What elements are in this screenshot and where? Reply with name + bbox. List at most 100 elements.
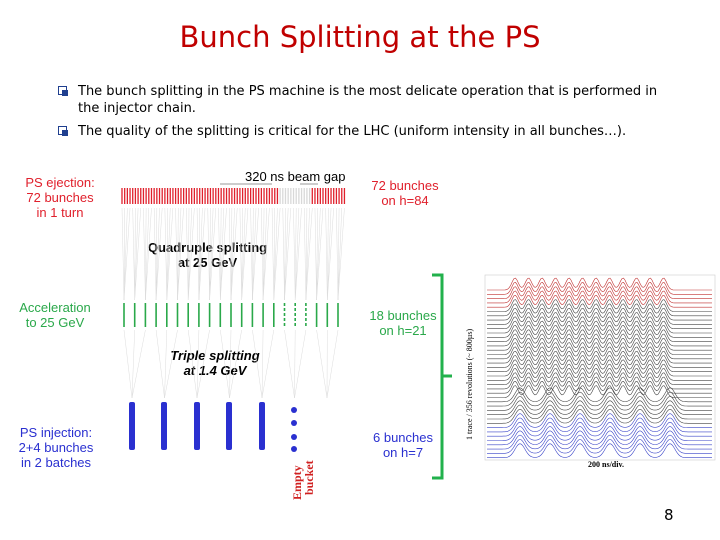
blue-bunch: [161, 402, 167, 450]
guide-line: [327, 207, 329, 301]
injection-bunches: [129, 402, 297, 452]
guide-line: [134, 207, 139, 301]
guide-line: [294, 207, 302, 301]
blue-bunch: [194, 402, 200, 450]
blue-bunch: [259, 402, 265, 450]
label-line: 6 bunches: [373, 430, 433, 445]
bullet-item-1: The bunch splitting in the PS machine is…: [58, 83, 658, 117]
label-line: 18 bunches: [369, 308, 437, 323]
label-line: 2+4 bunches: [18, 440, 94, 455]
mountain-trace: [487, 333, 712, 347]
guide-line: [294, 207, 300, 301]
mountain-trace: [487, 400, 712, 415]
mountain-trace: [487, 368, 712, 381]
guide-line: [305, 207, 313, 301]
label-line: Quadruple splitting: [147, 240, 268, 255]
guide-line: [316, 329, 328, 399]
mountain-trace: [487, 372, 712, 385]
guide-line: [337, 207, 345, 301]
guide-line: [327, 207, 334, 301]
mountain-trace: [487, 359, 712, 372]
label-line: 72 bunches: [26, 190, 94, 205]
guide-line: [131, 329, 135, 399]
guide-line: [294, 207, 297, 301]
mountain-x-axis-label: 200 ns/div.: [588, 460, 624, 469]
label-line: Acceleration: [19, 300, 91, 315]
guide-line: [337, 207, 340, 301]
guide-line: [284, 207, 289, 301]
mountain-trace: [487, 337, 712, 351]
label-triple-splitting: Triple splitting at 1.4 GeV: [150, 348, 280, 378]
blue-bunch: [129, 402, 135, 450]
mountain-trace: [487, 312, 712, 325]
mountain-trace: [487, 299, 712, 312]
guide-line: [325, 207, 328, 301]
mountain-trace: [487, 346, 712, 360]
ejection-bunches: [121, 188, 346, 204]
mountain-trace: [487, 320, 712, 334]
mountain-trace: [487, 350, 712, 364]
guide-line: [303, 207, 307, 301]
bullet-item-2: The quality of the splitting is critical…: [58, 123, 658, 140]
label-18-bunches: 18 bunches on h=21: [353, 308, 453, 338]
mountain-trace: [487, 391, 712, 407]
mountain-trace: [487, 385, 712, 398]
label-line: PS ejection:: [25, 175, 95, 190]
guide-line: [121, 207, 125, 301]
guide-line: [123, 329, 133, 399]
guide-line: [305, 207, 310, 301]
mountain-trace: [487, 408, 712, 424]
guide-line: [316, 207, 318, 301]
mountain-trace: [487, 439, 712, 454]
label-6-bunches: 6 bunches on h=7: [353, 430, 453, 460]
label-ps-injection: PS injection: 2+4 bunches in 2 batches: [6, 425, 106, 470]
mountain-range-plot: [484, 274, 716, 461]
guide-line: [316, 207, 321, 301]
mountain-trace: [487, 413, 712, 428]
guide-line: [123, 207, 125, 301]
label-line: in 2 batches: [20, 455, 92, 470]
mountain-trace: [487, 316, 712, 329]
empty-bucket-label-2: bucket: [302, 460, 316, 495]
label-quadruple-splitting: Quadruple splitting at 25 GeV: [140, 240, 275, 270]
mountain-trace: [487, 434, 712, 450]
mountain-plot-frame: [484, 274, 716, 461]
mountain-trace: [487, 430, 712, 446]
empty-bucket-label-1: Empty: [290, 465, 304, 500]
guide-line: [326, 329, 339, 399]
mountain-trace: [487, 404, 712, 420]
mountain-trace: [487, 417, 712, 433]
label-72-bunches: 72 bunches on h=84: [355, 178, 455, 208]
label-line: 72 bunches: [371, 178, 439, 193]
bullet-text: The quality of the splitting is critical…: [78, 124, 627, 139]
guide-line: [316, 207, 324, 301]
mountain-trace: [487, 307, 712, 321]
guide-line: [314, 207, 317, 301]
mountain-trace: [487, 380, 712, 394]
label-line: to 25 GeV: [25, 315, 85, 330]
empty-bucket-dot: [291, 446, 297, 452]
label-acceleration: Acceleration to 25 GeV: [5, 300, 105, 330]
bullet-square-icon: [58, 126, 68, 136]
guide-line: [282, 207, 285, 301]
beam-gap-label: 320 ns beam gap: [245, 169, 345, 184]
mountain-trace: [487, 421, 712, 437]
empty-bucket-dot: [291, 434, 297, 440]
bullet-text: The bunch splitting in the PS machine is…: [78, 84, 658, 116]
acceleration-bunches: [123, 303, 339, 327]
guide-line: [327, 207, 332, 301]
guide-line: [294, 329, 296, 399]
mountain-trace: [487, 277, 712, 291]
empty-bucket-dot: [291, 420, 297, 426]
mountain-trace: [487, 355, 712, 368]
guide-line: [284, 207, 292, 301]
mountain-trace: [487, 286, 712, 299]
guide-line: [123, 207, 131, 301]
guide-line: [305, 207, 308, 301]
page-number: 8: [664, 506, 674, 524]
bullet-square-icon: [58, 86, 68, 96]
guide-line: [284, 207, 286, 301]
guide-line: [131, 329, 146, 399]
mountain-trace: [487, 342, 712, 355]
guide-line: [294, 329, 307, 399]
